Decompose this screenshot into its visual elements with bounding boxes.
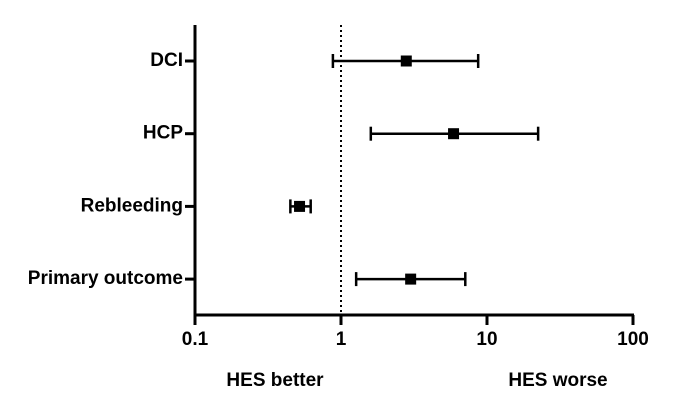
annotation: HES worse <box>508 370 607 391</box>
point-estimate <box>448 128 460 140</box>
y-tick-label: HCP <box>143 123 183 144</box>
x-tick-label: 1 <box>336 329 347 350</box>
x-tick-label: 0.1 <box>182 329 209 350</box>
point-estimate <box>294 200 306 212</box>
y-tick-label: DCI <box>150 50 183 71</box>
x-tick-label: 100 <box>617 329 649 350</box>
point-estimate <box>405 273 417 285</box>
y-tick-label: Rebleeding <box>81 195 183 216</box>
x-tick-label: 10 <box>476 329 497 350</box>
point-estimate <box>400 55 412 67</box>
annotation: HES better <box>226 370 324 391</box>
y-tick-label: Primary outcome <box>28 268 183 289</box>
